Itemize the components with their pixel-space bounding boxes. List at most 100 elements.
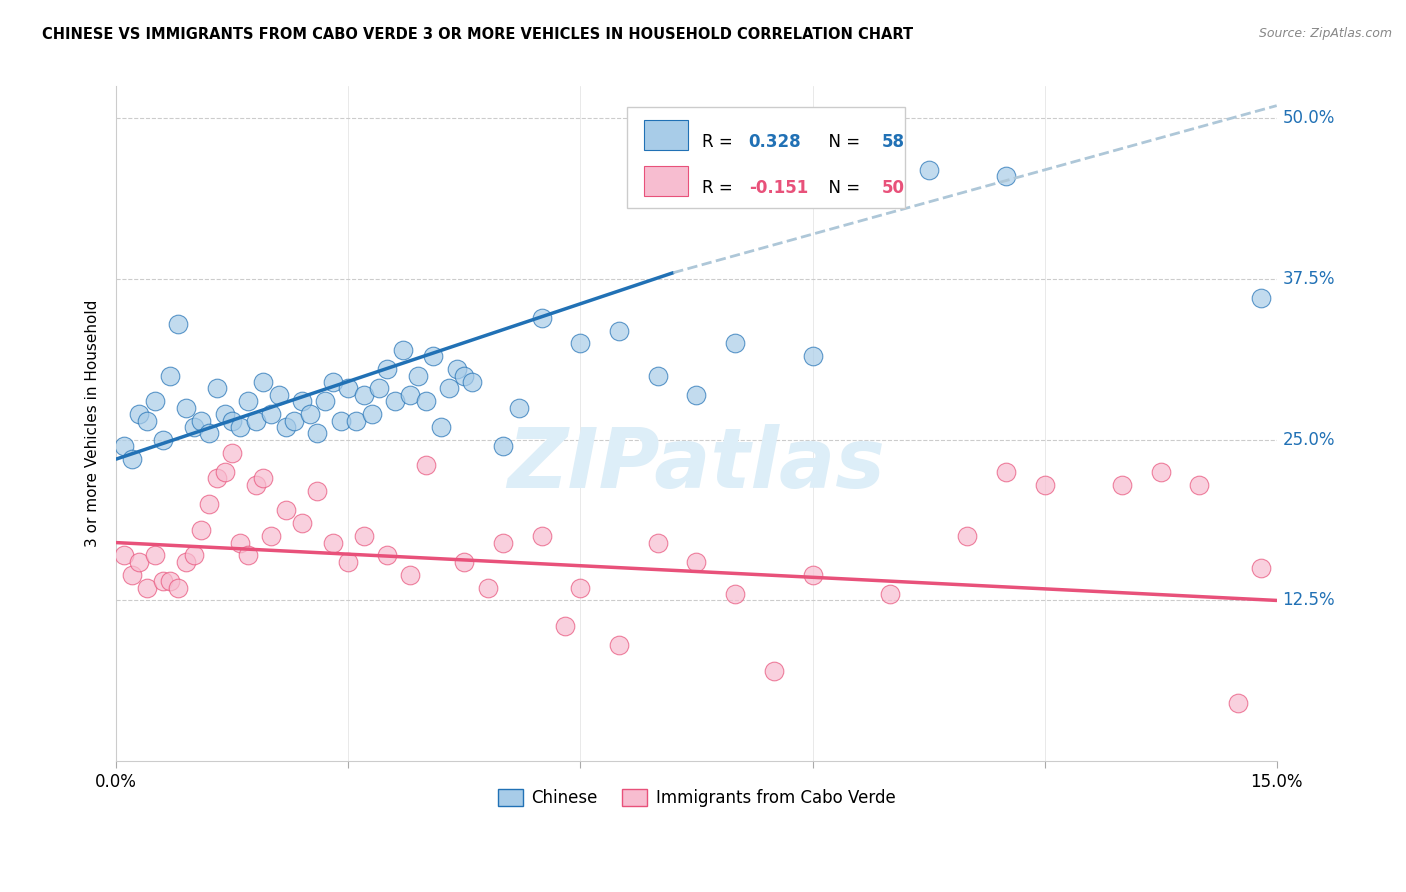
Point [391, 343, 413, 357]
Point [801, 567, 824, 582]
Point [190, 413, 212, 427]
Point [415, 394, 437, 409]
Point [314, 394, 336, 409]
Point [214, 407, 236, 421]
Point [167, 317, 190, 331]
Point [569, 581, 592, 595]
Point [375, 362, 398, 376]
Text: R =: R = [702, 133, 738, 151]
Point [152, 433, 174, 447]
Point [956, 529, 979, 543]
Point [461, 375, 484, 389]
Text: -0.151: -0.151 [749, 178, 808, 196]
Point [198, 497, 221, 511]
Point [322, 535, 344, 549]
Point [221, 445, 243, 459]
FancyBboxPatch shape [627, 107, 905, 208]
Point [190, 523, 212, 537]
Point [1250, 292, 1272, 306]
Point [283, 413, 305, 427]
Point [415, 458, 437, 473]
Point [994, 169, 1017, 184]
Point [307, 426, 329, 441]
Point [1188, 477, 1211, 491]
Text: 12.5%: 12.5% [1282, 591, 1336, 609]
Point [384, 394, 406, 409]
Point [152, 574, 174, 589]
Point [229, 535, 252, 549]
Point [607, 639, 630, 653]
Point [252, 375, 274, 389]
Point [453, 555, 475, 569]
Point [112, 439, 135, 453]
Point [276, 503, 298, 517]
Point [322, 375, 344, 389]
Point [530, 310, 553, 325]
Point [430, 420, 453, 434]
Point [399, 388, 422, 402]
Point [337, 381, 360, 395]
Point [437, 381, 460, 395]
Point [406, 368, 429, 383]
Point [276, 420, 298, 434]
Point [477, 581, 499, 595]
Point [245, 477, 267, 491]
Text: 58: 58 [882, 133, 905, 151]
Point [260, 407, 283, 421]
Point [508, 401, 530, 415]
Point [136, 581, 159, 595]
Point [329, 413, 352, 427]
Point [183, 549, 205, 563]
Text: Source: ZipAtlas.com: Source: ZipAtlas.com [1258, 27, 1392, 40]
Text: 25.0%: 25.0% [1282, 431, 1334, 449]
Point [245, 413, 267, 427]
Text: CHINESE VS IMMIGRANTS FROM CABO VERDE 3 OR MORE VEHICLES IN HOUSEHOLD CORRELATIO: CHINESE VS IMMIGRANTS FROM CABO VERDE 3 … [42, 27, 914, 42]
FancyBboxPatch shape [644, 120, 688, 151]
Point [198, 426, 221, 441]
Point [762, 664, 785, 678]
Text: R =: R = [702, 178, 738, 196]
Point [143, 549, 166, 563]
Point [291, 394, 314, 409]
Point [530, 529, 553, 543]
Text: 37.5%: 37.5% [1282, 270, 1334, 288]
Point [183, 420, 205, 434]
Y-axis label: 3 or more Vehicles in Household: 3 or more Vehicles in Household [86, 300, 100, 548]
Point [221, 413, 243, 427]
Point [205, 471, 228, 485]
Point [647, 535, 669, 549]
Point [267, 388, 290, 402]
Point [128, 555, 150, 569]
Text: N =: N = [818, 133, 866, 151]
Point [307, 484, 329, 499]
Point [801, 349, 824, 363]
Point [252, 471, 274, 485]
Point [399, 567, 422, 582]
Point [344, 413, 367, 427]
Point [121, 567, 143, 582]
Point [685, 388, 707, 402]
Point [298, 407, 321, 421]
Point [236, 394, 259, 409]
Point [159, 368, 181, 383]
Point [159, 574, 181, 589]
Point [453, 368, 475, 383]
Point [492, 439, 515, 453]
Text: 50: 50 [882, 178, 905, 196]
Point [994, 465, 1017, 479]
Point [1149, 465, 1171, 479]
Point [236, 549, 259, 563]
Point [353, 529, 375, 543]
Point [1250, 561, 1272, 575]
Point [422, 349, 444, 363]
Point [375, 549, 398, 563]
Point [167, 581, 190, 595]
Point [174, 555, 197, 569]
Point [492, 535, 515, 549]
Text: N =: N = [818, 178, 866, 196]
Point [174, 401, 197, 415]
Point [128, 407, 150, 421]
Point [724, 587, 747, 601]
Point [647, 368, 669, 383]
Point [112, 549, 135, 563]
